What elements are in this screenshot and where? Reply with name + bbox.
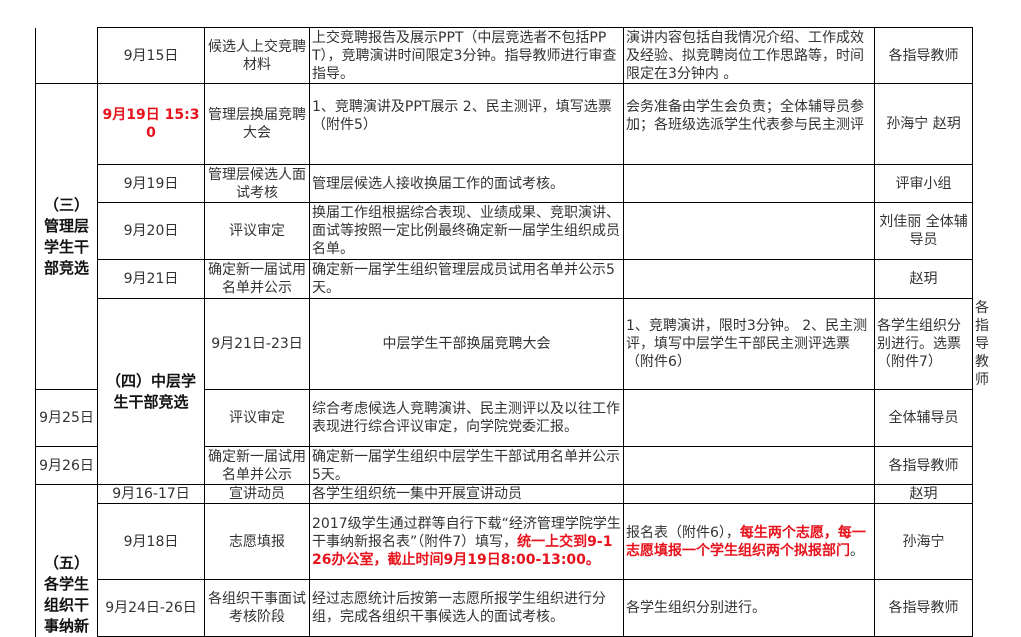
note-end: 。 — [850, 542, 864, 559]
person-text: 赵玥 — [909, 486, 938, 502]
task-cell: 各组织干事面试考核阶段 — [204, 579, 310, 637]
person-cell: 赵玥 — [874, 484, 973, 504]
table-row: 9月19日 管理层候选人面试考核 管理层候选人接收换届工作的面试考核。 评审小组 — [36, 164, 973, 203]
note-cell — [623, 389, 875, 447]
section-cell-continued — [35, 27, 98, 84]
person-text: 孙海宁 — [902, 533, 945, 550]
table-row: 9月18日 志愿填报 2017级学生通过群等自行下载“经济管理学院学生干事纳新报… — [36, 503, 973, 580]
note-cell: 演讲内容包括自我情况介绍、工作成效及经验、拟竞聘岗位工作思路等，时间限定在3分钟… — [623, 27, 875, 84]
date-cell: 9月16-17日 — [97, 484, 205, 504]
content-cell: 1、竞聘演讲，限时3分钟。 2、民主测评，填写中层学生干部民主测评选票（附件6） — [623, 298, 875, 390]
note-cell: 报名表（附件6），每生两个志愿，每一志愿填报一个学生组织两个拟报部门。 — [623, 503, 875, 580]
task-cell: 确定新一届试用名单并公示 — [204, 446, 310, 485]
task-cell: 评议审定 — [204, 202, 310, 260]
date-cell: 9月24日-26日 — [97, 579, 205, 637]
task-cell: 宣讲动员 — [204, 484, 310, 504]
note-text: 报名表（附件6）， — [626, 524, 740, 541]
person-text: 各指导教师 — [975, 300, 989, 388]
table-row: 9月20日 评议审定 换届工作组根据综合表现、业绩成果、竞职演讲、面试等按照一定… — [36, 202, 973, 260]
note-highlight: 每生两个志愿，每一志愿填报一个学生组织两个拟报部门 — [626, 524, 866, 559]
person-text: 刘佳丽 全体辅导员 — [879, 214, 968, 248]
date-cell: 9月19日 15:30 — [97, 83, 205, 165]
table-row: （四）中层学生干部竞选 9月21日-23日 中层学生干部换届竞聘大会 1、竞聘演… — [36, 298, 989, 485]
table-row: 9月25日 评议审定 综合考虑候选人竞聘演讲、民主测评以及以往工作表现进行综合评… — [35, 389, 973, 447]
task-cell: 评议审定 — [204, 389, 310, 447]
person-cell: 孙海宁 赵玥 — [874, 83, 973, 165]
note-cell — [623, 446, 875, 485]
date-cell: 9月26日 — [35, 446, 98, 485]
date-cell: 9月21日-23日 — [204, 298, 310, 390]
section-3-label: （三）管理层学生干部竞选 — [35, 83, 98, 390]
content-cell: 确定新一届学生组织中层学生干部试用名单并公示5天。 — [309, 446, 624, 485]
person-cell: 孙海宁 — [874, 503, 973, 580]
content-cell: 换届工作组根据综合表现、业绩成果、竞职演讲、面试等按照一定比例最终确定新一届学生… — [309, 202, 624, 260]
table-row: 9月15日 候选人上交竞聘材料 上交竞聘报告及展示PPT（中层竞选者不包括PPT… — [35, 27, 973, 84]
person-text: 各指导教师 — [888, 457, 959, 474]
task-cell: 管理层换届竞聘大会 — [204, 83, 310, 165]
section-4-label: （四）中层学生干部竞选 — [97, 298, 205, 485]
content-cell: 管理层候选人接收换届工作的面试考核。 — [309, 164, 624, 203]
note-cell — [623, 202, 875, 260]
note-cell — [623, 484, 875, 504]
note-cell: 会务准备由学生会负责；全体辅导员参加；各班级选派学生代表参与民主测评 — [623, 83, 875, 165]
date-cell: 9月20日 — [97, 202, 205, 260]
content-cell: 1、竞聘演讲及PPT展示 2、民主测评，填写选票（附件5） — [309, 83, 624, 165]
person-cell: 各指导教师 — [874, 27, 973, 84]
content-highlight: 统一上交到9-126办公室，截止时间9月19日8:00-13:00。 — [312, 533, 613, 568]
task-cell: 管理层候选人面试考核 — [204, 164, 310, 203]
schedule-table: 9月15日 候选人上交竞聘材料 上交竞聘报告及展示PPT（中层竞选者不包括PPT… — [35, 27, 989, 637]
content-cell: 确定新一届学生组织管理层成员试用名单并公示5天。 — [309, 259, 624, 299]
date-cell: 9月15日 — [97, 27, 205, 84]
person-text: 评审小组 — [895, 175, 952, 192]
date-cell: 9月25日 — [35, 389, 98, 447]
person-cell: 全体辅导员 — [874, 389, 973, 447]
date-cell: 9月19日 — [97, 164, 205, 203]
note-cell: 各学生组织分别进行。选票（附件7） — [874, 298, 973, 390]
date-cell: 9月18日 — [97, 503, 205, 580]
task-cell: 候选人上交竞聘材料 — [204, 27, 310, 84]
person-text: 赵玥 — [909, 271, 938, 287]
person-cell: 各指导教师 — [874, 446, 973, 485]
content-cell: 上交竞聘报告及展示PPT（中层竞选者不包括PPT），竞聘演讲时间限定3分钟。指导… — [309, 27, 624, 84]
person-text: 孙海宁 赵玥 — [886, 116, 961, 132]
content-cell: 综合考虑候选人竞聘演讲、民主测评以及以往工作表现进行综合评议审定，向学院党委汇报… — [309, 389, 624, 447]
content-text: 2017级学生通过群等自行下载“经济管理学院学生干事纳新报名表”（附件7）填写， — [312, 515, 621, 550]
person-text: 各指导教师 — [888, 600, 959, 616]
person-cell: 评审小组 — [874, 164, 973, 203]
task-cell: 志愿填报 — [204, 503, 310, 580]
content-cell: 各学生组织统一集中开展宣讲动员 — [309, 484, 624, 504]
table-row: （三）管理层学生干部竞选 9月19日 15:30 管理层换届竞聘大会 1、竞聘演… — [35, 83, 973, 390]
table-row: 9月24日-26日 各组织干事面试考核阶段 经过志愿统计后按第一志愿所报学生组织… — [36, 579, 973, 637]
table-row: 9月26日 确定新一届试用名单并公示 确定新一届学生组织中层学生干部试用名单并公… — [35, 446, 973, 485]
note-cell: 各学生组织分别进行。 — [623, 579, 875, 637]
person-cell: 刘佳丽 全体辅导员 — [874, 202, 973, 260]
person-cell: 赵玥 — [874, 259, 973, 299]
note-cell — [623, 164, 875, 203]
table-row: （五）各学生组织干事纳新 9月16-17日 宣讲动员 各学生组织统一集中开展宣讲… — [35, 484, 973, 637]
content-cell: 2017级学生通过群等自行下载“经济管理学院学生干事纳新报名表”（附件7）填写，… — [309, 503, 624, 580]
person-cell: 各指导教师 — [874, 579, 973, 637]
note-cell — [623, 259, 875, 299]
section-5-label: （五）各学生组织干事纳新 — [35, 484, 98, 637]
task-cell: 中层学生干部换届竞聘大会 — [309, 298, 624, 390]
person-text: 全体辅导员 — [888, 410, 959, 426]
person-text: 各指导教师 — [888, 47, 959, 64]
table-row: 9月21日 确定新一届试用名单并公示 确定新一届学生组织管理层成员试用名单并公示… — [36, 259, 973, 299]
content-cell: 经过志愿统计后按第一志愿所报学生组织进行分组，完成各组织干事候选人的面试考核。 — [309, 579, 624, 637]
date-cell: 9月21日 — [97, 259, 205, 299]
task-cell: 确定新一届试用名单并公示 — [204, 259, 310, 299]
